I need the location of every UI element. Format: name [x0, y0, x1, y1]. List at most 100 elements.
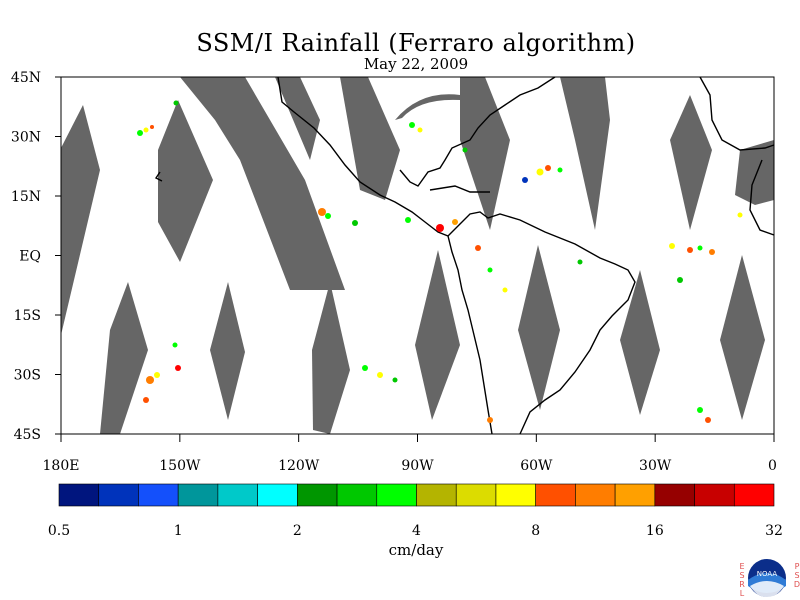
rain-cell [409, 122, 415, 128]
colorbar-swatch [58, 483, 100, 507]
rain-cell [143, 127, 149, 133]
svg-text:NOAA: NOAA [757, 570, 778, 578]
colorbar-tick-label: 2 [293, 523, 302, 539]
rain-cell [417, 127, 423, 133]
coast-north-america-west [277, 76, 449, 237]
rain-cell [143, 397, 149, 403]
swath-gap [720, 255, 765, 420]
rain-cell [697, 407, 703, 413]
coast-hawaii [154, 171, 163, 182]
colorbar-swatch [217, 483, 258, 507]
rain-cell [325, 213, 331, 219]
rain-cell [154, 372, 160, 378]
colorbar-swatch [376, 483, 417, 507]
swath-gap [415, 250, 460, 420]
noaa-logo: NOAA [748, 559, 786, 598]
lon-tick-label: 90W [401, 458, 434, 474]
swath-gap [460, 77, 510, 230]
no-data-swath-gaps [61, 77, 774, 434]
swath-gap [735, 140, 774, 205]
coastlines [154, 76, 775, 435]
rain-cell [687, 247, 693, 253]
rain-cell [362, 365, 368, 371]
swath-gap [61, 105, 100, 335]
rain-cell [709, 249, 715, 255]
rain-cell [502, 287, 508, 293]
colorbar-swatch [138, 483, 179, 507]
rain-cell [669, 243, 675, 249]
rain-cell [487, 417, 493, 423]
lat-tick-label: 45N [11, 70, 41, 86]
swath-gap [518, 245, 560, 410]
coast-caribbean-islands [429, 185, 490, 193]
swath-gap [560, 77, 610, 230]
colorbar-swatch [694, 483, 735, 507]
lat-tick-label: 15S [14, 308, 41, 324]
rain-cell [737, 212, 743, 218]
colorbar-units: cm/day [388, 541, 444, 559]
colorbar-swatch [455, 483, 497, 507]
colorbar-tick-label: 0.5 [48, 523, 70, 539]
colorbar-tick-label: 4 [412, 523, 421, 539]
colorbar-swatch [336, 483, 378, 507]
colorbar-swatch [416, 483, 457, 507]
lon-tick-label: 180E [43, 458, 80, 474]
colorbar-swatch [614, 483, 656, 507]
colorbar-swatch [575, 483, 616, 507]
rain-patches [137, 100, 743, 423]
map-plot-area [60, 76, 775, 435]
colorbar-swatch [495, 483, 536, 507]
lat-tick-label: 15N [11, 189, 41, 205]
rain-cell [405, 217, 411, 223]
colorbar-swatch [654, 483, 695, 507]
rain-cell [318, 208, 326, 216]
colorbar: 0.5 1 2 4 8 16 32 [48, 483, 783, 539]
swath-gap [395, 94, 460, 120]
rain-cell [536, 168, 544, 176]
rain-cell [462, 147, 468, 153]
colorbar-swatch [98, 483, 139, 507]
rain-cell [452, 219, 458, 225]
lat-tick-label: 45S [14, 427, 41, 443]
colorbar-swatch [733, 483, 775, 507]
chart-date: May 22, 2009 [363, 55, 469, 73]
rain-cell [487, 267, 493, 273]
coast-south-america-east [447, 211, 636, 435]
colorbar-swatch [297, 483, 338, 507]
colorbar-swatch [257, 483, 298, 507]
coast-africa-west [749, 159, 775, 236]
swath-gap [670, 95, 712, 230]
rain-cell [677, 277, 683, 283]
swath-gap [158, 100, 213, 262]
colorbar-tick-label: 32 [765, 523, 783, 539]
rain-cell [146, 376, 154, 384]
swath-gap [210, 282, 245, 420]
lat-tick-label: EQ [19, 249, 41, 265]
rain-cell [545, 165, 551, 171]
rain-cell [697, 245, 703, 251]
lon-tick-label: 120W [278, 458, 320, 474]
colorbar-swatch [535, 483, 576, 507]
swath-gap [180, 77, 345, 290]
swath-gap [620, 270, 660, 415]
swath-gap [340, 77, 400, 200]
colorbar-tick-label: 8 [531, 523, 540, 539]
lon-tick-label: 150W [159, 458, 201, 474]
rain-cell [557, 167, 563, 173]
rain-cell [475, 245, 481, 251]
rain-cell [150, 125, 154, 129]
colorbar-tick-label: 1 [174, 523, 183, 539]
lon-tick-label: 30W [639, 458, 672, 474]
rain-cell [577, 259, 583, 265]
rain-cell [173, 100, 179, 106]
lon-tick-label: 60W [520, 458, 553, 474]
lon-tick-label: 0 [768, 458, 777, 474]
rain-cell [522, 177, 528, 183]
rain-cell [392, 377, 398, 383]
rain-cell [172, 342, 178, 348]
rain-cell [175, 365, 181, 371]
